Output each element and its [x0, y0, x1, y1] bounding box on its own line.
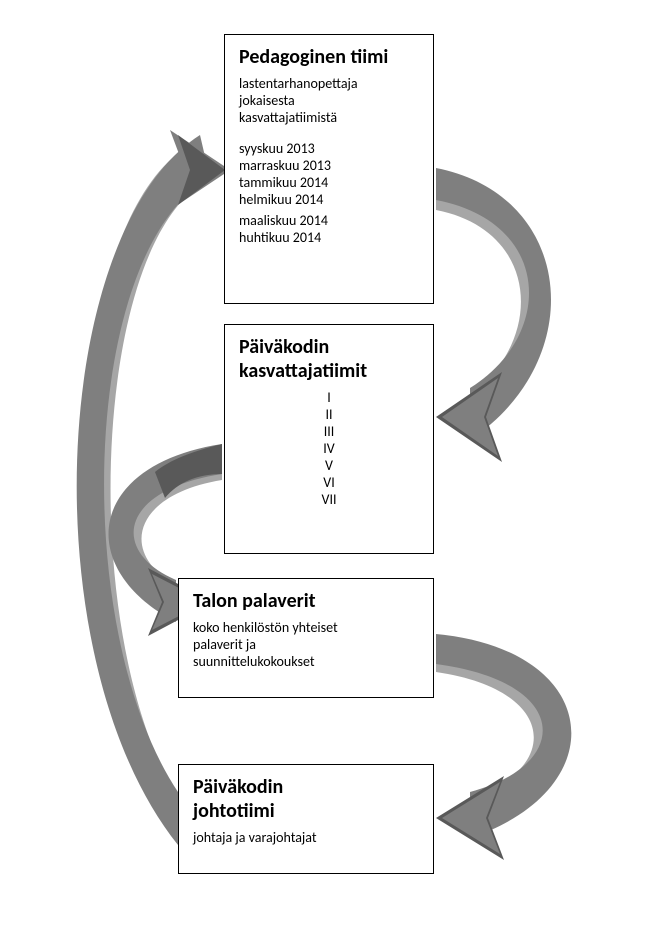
box2-title-l1: Päiväkodin [239, 335, 419, 359]
left-big-ribbon [77, 130, 230, 845]
box3-line: palaverit ja [193, 636, 419, 653]
box1-date: syyskuu 2013 [239, 140, 419, 157]
box1-lines-b: syyskuu 2013 marraskuu 2013 tammikuu 201… [239, 140, 419, 246]
box4-title-l1: Päiväkodin [193, 775, 419, 799]
box3-lines: koko henkilöstön yhteiset palaverit ja s… [193, 619, 419, 670]
box1-date: huhtikuu 2014 [239, 229, 419, 246]
box1-lines-a: lastentarhanopettaja jokaisesta kasvatta… [239, 75, 419, 126]
box1-date: maaliskuu 2014 [239, 212, 419, 229]
box4-title-l2: johtotiimi [193, 799, 419, 823]
right-ribbon-1 [436, 168, 551, 462]
box1-line: lastentarhanopettaja [239, 75, 419, 92]
box4-line: johtaja ja varajohtajat [193, 829, 419, 846]
box3-line: suunnittelukokoukset [193, 653, 419, 670]
box3-line: koko henkilöstön yhteiset [193, 619, 419, 636]
box1-line: kasvattajatiimistä [239, 109, 419, 126]
box-kasvattajatiimit: Päiväkodin kasvattajatiimit I II III IV … [224, 324, 434, 554]
roman: IV [239, 440, 419, 457]
box1-date: helmikuu 2014 [239, 191, 419, 208]
box2-title-l2: kasvattajatiimit [239, 359, 419, 383]
box1-date: tammikuu 2014 [239, 174, 419, 191]
roman: VI [239, 474, 419, 491]
box1-date: marraskuu 2013 [239, 157, 419, 174]
box1-line: jokaisesta [239, 92, 419, 109]
roman: V [239, 457, 419, 474]
box2-romans: I II III IV V VI VII [239, 389, 419, 508]
box3-title: Talon palaverit [193, 589, 419, 613]
roman: II [239, 406, 419, 423]
box-talon-palaverit: Talon palaverit koko henkilöstön yhteise… [178, 578, 434, 698]
box1-title: Pedagoginen tiimi [239, 45, 419, 69]
roman: III [239, 423, 419, 440]
roman: I [239, 389, 419, 406]
roman: VII [239, 491, 419, 508]
right-ribbon-3 [436, 634, 571, 860]
box-johtotiimi: Päiväkodin johtotiimi johtaja ja varajoh… [178, 764, 434, 874]
box-pedagoginen-tiimi: Pedagoginen tiimi lastentarhanopettaja j… [224, 34, 434, 304]
